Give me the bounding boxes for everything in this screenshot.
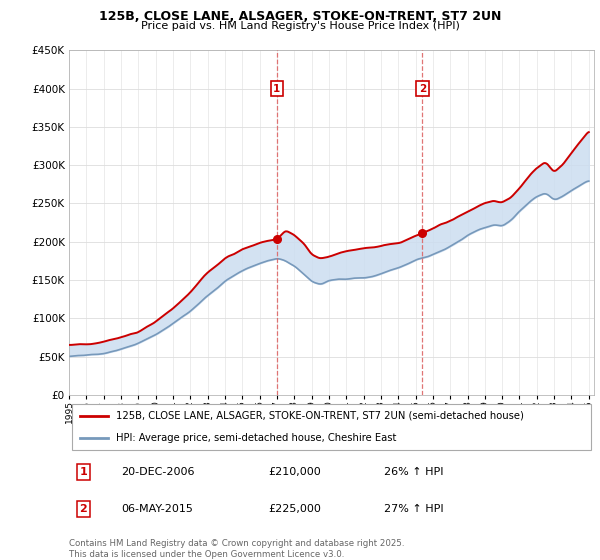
Text: Price paid vs. HM Land Registry's House Price Index (HPI): Price paid vs. HM Land Registry's House … (140, 21, 460, 31)
Text: 2: 2 (419, 83, 426, 94)
Text: £210,000: £210,000 (269, 467, 321, 477)
FancyBboxPatch shape (71, 404, 592, 450)
Text: 26% ↑ HPI: 26% ↑ HPI (384, 467, 443, 477)
Text: 06-MAY-2015: 06-MAY-2015 (121, 504, 193, 514)
Text: 2: 2 (79, 504, 87, 514)
Text: 1: 1 (79, 467, 87, 477)
Text: 20-DEC-2006: 20-DEC-2006 (121, 467, 195, 477)
Text: 125B, CLOSE LANE, ALSAGER, STOKE-ON-TRENT, ST7 2UN: 125B, CLOSE LANE, ALSAGER, STOKE-ON-TREN… (99, 10, 501, 23)
Text: 1: 1 (273, 83, 281, 94)
Text: HPI: Average price, semi-detached house, Cheshire East: HPI: Average price, semi-detached house,… (116, 433, 397, 443)
Text: 27% ↑ HPI: 27% ↑ HPI (384, 504, 443, 514)
Text: £225,000: £225,000 (269, 504, 322, 514)
Text: 125B, CLOSE LANE, ALSAGER, STOKE-ON-TRENT, ST7 2UN (semi-detached house): 125B, CLOSE LANE, ALSAGER, STOKE-ON-TREN… (116, 410, 524, 421)
Text: Contains HM Land Registry data © Crown copyright and database right 2025.
This d: Contains HM Land Registry data © Crown c… (69, 539, 404, 559)
